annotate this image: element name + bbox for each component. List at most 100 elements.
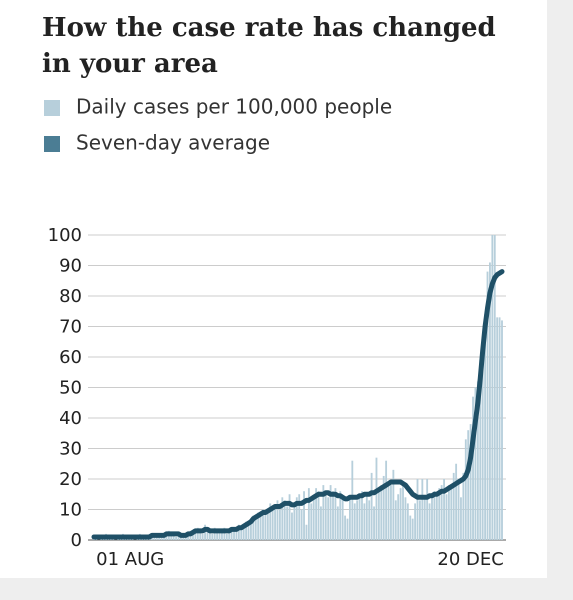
bar: [269, 503, 272, 540]
bar: [411, 518, 414, 540]
bar: [320, 506, 322, 540]
bar: [235, 527, 238, 540]
bar: [397, 494, 400, 540]
bar: [315, 488, 318, 540]
y-tick-label: 0: [71, 530, 82, 551]
bar: [305, 524, 308, 540]
bar: [310, 503, 313, 540]
bar: [187, 533, 190, 540]
bar: [474, 387, 477, 540]
bar: [218, 530, 221, 540]
bar: [377, 488, 380, 540]
bar: [208, 530, 211, 540]
side-strip: [547, 0, 573, 600]
bar: [361, 491, 363, 540]
bar: [356, 500, 359, 540]
bar: [242, 524, 245, 540]
bar: [399, 488, 402, 540]
grid: [88, 234, 506, 541]
bar: [288, 494, 291, 540]
y-tick-label: 100: [48, 225, 82, 246]
bar: [184, 536, 187, 540]
bar: [390, 485, 392, 540]
legend: Daily cases per 100,000 people Seven-day …: [44, 95, 392, 155]
bar: [373, 506, 375, 540]
bar: [428, 503, 431, 540]
bar: [460, 497, 462, 540]
y-tick-label: 40: [59, 408, 82, 429]
y-tick-label: 10: [59, 500, 82, 521]
y-tick-label: 70: [59, 317, 82, 338]
bar: [418, 500, 421, 540]
bar: [165, 533, 168, 540]
bar: [438, 488, 441, 540]
bar: [341, 497, 344, 540]
bar: [358, 497, 361, 540]
bar: [334, 488, 337, 540]
bar: [223, 527, 226, 540]
bar: [479, 360, 482, 540]
bar: [348, 497, 351, 540]
bar: [339, 491, 342, 540]
y-tick-label: 30: [59, 439, 82, 460]
bar: [276, 500, 279, 540]
bar: [155, 536, 158, 540]
bar: [435, 494, 438, 540]
legend-swatch: [44, 100, 60, 116]
bar: [467, 430, 470, 540]
y-tick-label: 80: [59, 286, 82, 307]
bar: [440, 485, 443, 540]
y-tick-label: 20: [59, 469, 82, 490]
bottom-strip: [0, 578, 573, 600]
bar: [421, 479, 424, 540]
bar: [201, 533, 204, 540]
bar: [300, 509, 303, 540]
bar: [179, 536, 182, 540]
labels: 0 10 20 30 40 50 60 70 80 90 100 01 AUG 20 DEC: [48, 225, 504, 570]
bar: [329, 485, 332, 540]
bar: [416, 479, 419, 540]
bar: [303, 491, 305, 540]
bar: [262, 509, 264, 540]
bar: [291, 512, 293, 540]
bar: [462, 472, 465, 540]
bar: [225, 533, 228, 540]
bar: [501, 320, 503, 540]
legend-swatch: [44, 136, 60, 152]
bar: [254, 518, 257, 540]
bar: [271, 509, 274, 540]
bar: [447, 485, 450, 540]
bar: [344, 515, 346, 540]
x-tick-label: 01 AUG: [96, 549, 164, 570]
bar: [351, 460, 354, 540]
bar: [283, 500, 286, 540]
bar: [257, 512, 260, 540]
bar: [394, 500, 397, 540]
bar: [245, 521, 248, 540]
bar: [274, 506, 276, 540]
bar: [199, 530, 202, 540]
bar: [211, 533, 214, 540]
bar: [455, 463, 458, 540]
bar: [324, 491, 327, 540]
bar: [445, 494, 448, 540]
bar: [317, 491, 320, 540]
bar: [293, 506, 296, 540]
bar: [252, 515, 255, 540]
bar: [464, 439, 467, 540]
bar: [322, 485, 325, 540]
bar: [457, 479, 460, 540]
y-tick-label: 50: [59, 378, 82, 399]
bar: [363, 503, 366, 540]
bar: [221, 530, 223, 540]
bar: [426, 479, 429, 540]
bar: [177, 533, 180, 540]
lines: [91, 269, 505, 540]
bar: [228, 530, 231, 540]
bar: [404, 497, 407, 540]
bar: [423, 497, 426, 540]
bar: [286, 506, 289, 540]
bar: [476, 381, 479, 540]
bar: [192, 533, 194, 540]
